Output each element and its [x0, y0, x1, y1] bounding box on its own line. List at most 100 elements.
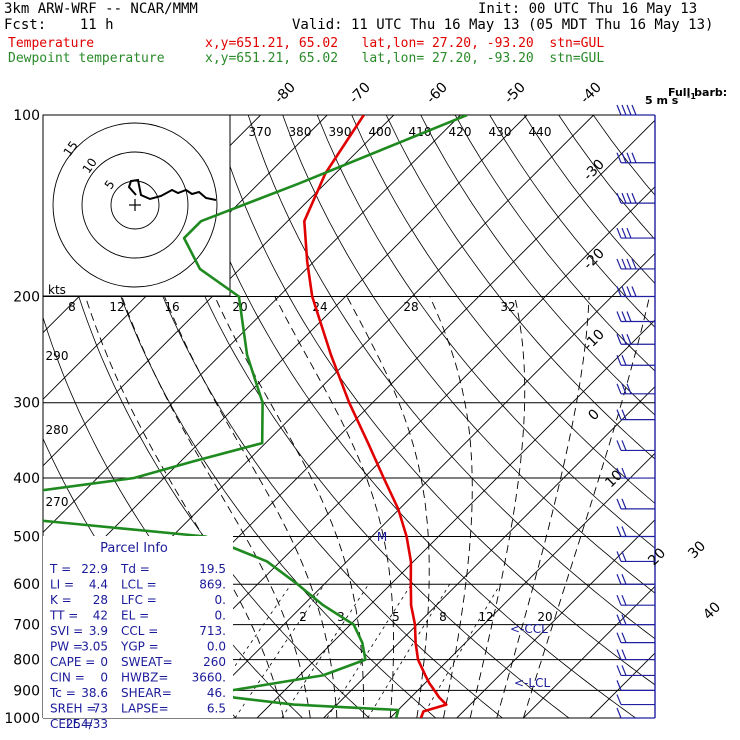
hodo-speed-label: 28	[403, 300, 418, 314]
parcel-info-row: TT = 42 EL = 0.	[49, 609, 226, 623]
parcel-info-value: 0	[100, 671, 108, 685]
wind-barb-flag	[621, 227, 627, 239]
wind-barb-flag	[621, 104, 627, 116]
wind-barb-flag	[616, 440, 622, 451]
wind-barb	[616, 355, 655, 366]
wind-barb	[616, 632, 655, 644]
isotherm-label: 20	[645, 545, 669, 569]
dry-adiabat-line	[213, 115, 655, 686]
wind-barb-flag	[621, 526, 627, 537]
hodograph-ring	[81, 151, 189, 259]
mixing-ratio-line	[367, 583, 451, 718]
mixing-ratio-line	[234, 583, 325, 718]
wind-barb-flag	[621, 258, 627, 270]
parcel-info-key: Tc =	[49, 686, 76, 700]
init-time: Init: 00 UTC Thu 16 May 13	[478, 1, 698, 17]
wind-barb-flag	[621, 409, 627, 420]
parcel-info-value: 0	[100, 655, 108, 669]
parcel-info-value: 4.4	[89, 578, 108, 592]
moist-adiabat-line	[429, 296, 473, 718]
wind-barb-flag	[616, 649, 622, 660]
dry-adiabat-line	[282, 115, 655, 594]
wind-barb	[616, 286, 655, 298]
isotherm-line	[43, 115, 395, 467]
parcel-info-key: CIN =	[50, 671, 85, 685]
parcel-info-key: LFC =	[121, 593, 157, 607]
annotation-mark: M	[377, 530, 387, 544]
moist-adiabat-line	[522, 296, 650, 718]
wind-barb-flag	[626, 383, 632, 395]
pressure-label: 200	[13, 290, 40, 306]
wind-barb	[616, 104, 655, 116]
hodo-speed-label: 16	[164, 300, 179, 314]
wind-barb-flag	[621, 152, 627, 163]
parcel-info-key: SWEAT=	[121, 655, 173, 669]
hodograph-trace	[127, 178, 217, 201]
wind-barb-flag	[616, 467, 622, 479]
wind-barb	[616, 665, 655, 677]
isotherm-label: -70	[346, 79, 373, 106]
isotherm-label: -80	[271, 79, 298, 106]
wind-barb-flag	[616, 152, 622, 163]
isotherm-line	[523, 585, 655, 718]
parcel-info-value: 42	[93, 609, 108, 623]
parcel-info-row: PW =3.05 YGP = 0.0	[50, 640, 226, 654]
parcel-info-box	[43, 536, 233, 718]
wind-barb-flag	[616, 614, 622, 625]
parcel-info-value: 3.05	[81, 640, 108, 654]
wind-barb-flag	[631, 286, 637, 297]
theta-label: 370	[249, 125, 272, 139]
wind-barb-flag	[621, 665, 627, 676]
parcel-info-row: SREH =73 LAPSE= 6.5	[50, 702, 226, 716]
wind-barb	[616, 383, 655, 395]
isotherm-line	[389, 452, 655, 718]
parcel-info-key: SHEAR=	[121, 686, 172, 700]
wind-barb	[616, 258, 655, 270]
ccl-annotation: <-CCL	[510, 622, 548, 636]
wind-barb	[616, 498, 655, 510]
wind-barb	[616, 614, 655, 626]
temperature-profile	[303, 115, 448, 718]
parcel-info-key: K =	[50, 593, 72, 607]
wind-barb-flag	[631, 258, 637, 270]
wind-barb	[616, 594, 655, 606]
theta-label: 380	[289, 125, 312, 139]
wind-barb-flag	[616, 632, 622, 643]
wind-barb-flag	[616, 707, 622, 719]
dry-adiabat-line	[558, 115, 655, 241]
isotherm-line	[456, 519, 655, 718]
wind-barb-flag	[621, 498, 627, 510]
parcel-info-value: 6.5	[207, 702, 226, 716]
mixing-ratio-line	[281, 583, 369, 718]
dry-adiabat-line	[144, 115, 570, 718]
theta-side-label: 280	[46, 423, 69, 437]
mixing-ratio-label: 12	[478, 610, 493, 624]
parcel-info-row: Tc = 38.6 SHEAR= 46.	[49, 686, 226, 700]
wind-barb	[616, 440, 655, 452]
moist-adiabat-line	[121, 296, 311, 718]
mixing-ratio-line	[326, 583, 412, 718]
parcel-info-key: HWBZ=	[121, 671, 168, 685]
barb-key-value: 5 m s	[645, 94, 679, 107]
pressure-label: 800	[13, 653, 40, 669]
moist-adiabat-line	[469, 296, 526, 718]
parcel-info-key: T =	[49, 562, 71, 576]
mixing-ratio-label: 2	[299, 610, 307, 624]
wind-barb-flag	[621, 594, 627, 606]
wind-barb-flag	[621, 355, 627, 366]
wind-barb-flag	[616, 680, 622, 691]
dry-adiabat-line	[109, 115, 504, 718]
wind-barb-flag	[616, 311, 622, 322]
parcel-info-key: PW =	[50, 640, 83, 654]
wind-barb-flag	[626, 192, 632, 204]
wind-barb	[616, 227, 655, 239]
wind-barb-flag	[621, 574, 627, 585]
wind-barb-flag	[621, 440, 627, 451]
wind-barb	[616, 409, 655, 421]
isotherm-label: 40	[700, 599, 724, 623]
isotherm-line	[190, 252, 655, 718]
parcel-info-value: 254/33	[66, 717, 108, 731]
isotherm-line	[256, 319, 655, 718]
wind-barb-flag	[616, 334, 622, 345]
dewpoint-location: x,y=651.21, 65.02 lat,lon= 27.20, -93.20…	[205, 51, 605, 66]
